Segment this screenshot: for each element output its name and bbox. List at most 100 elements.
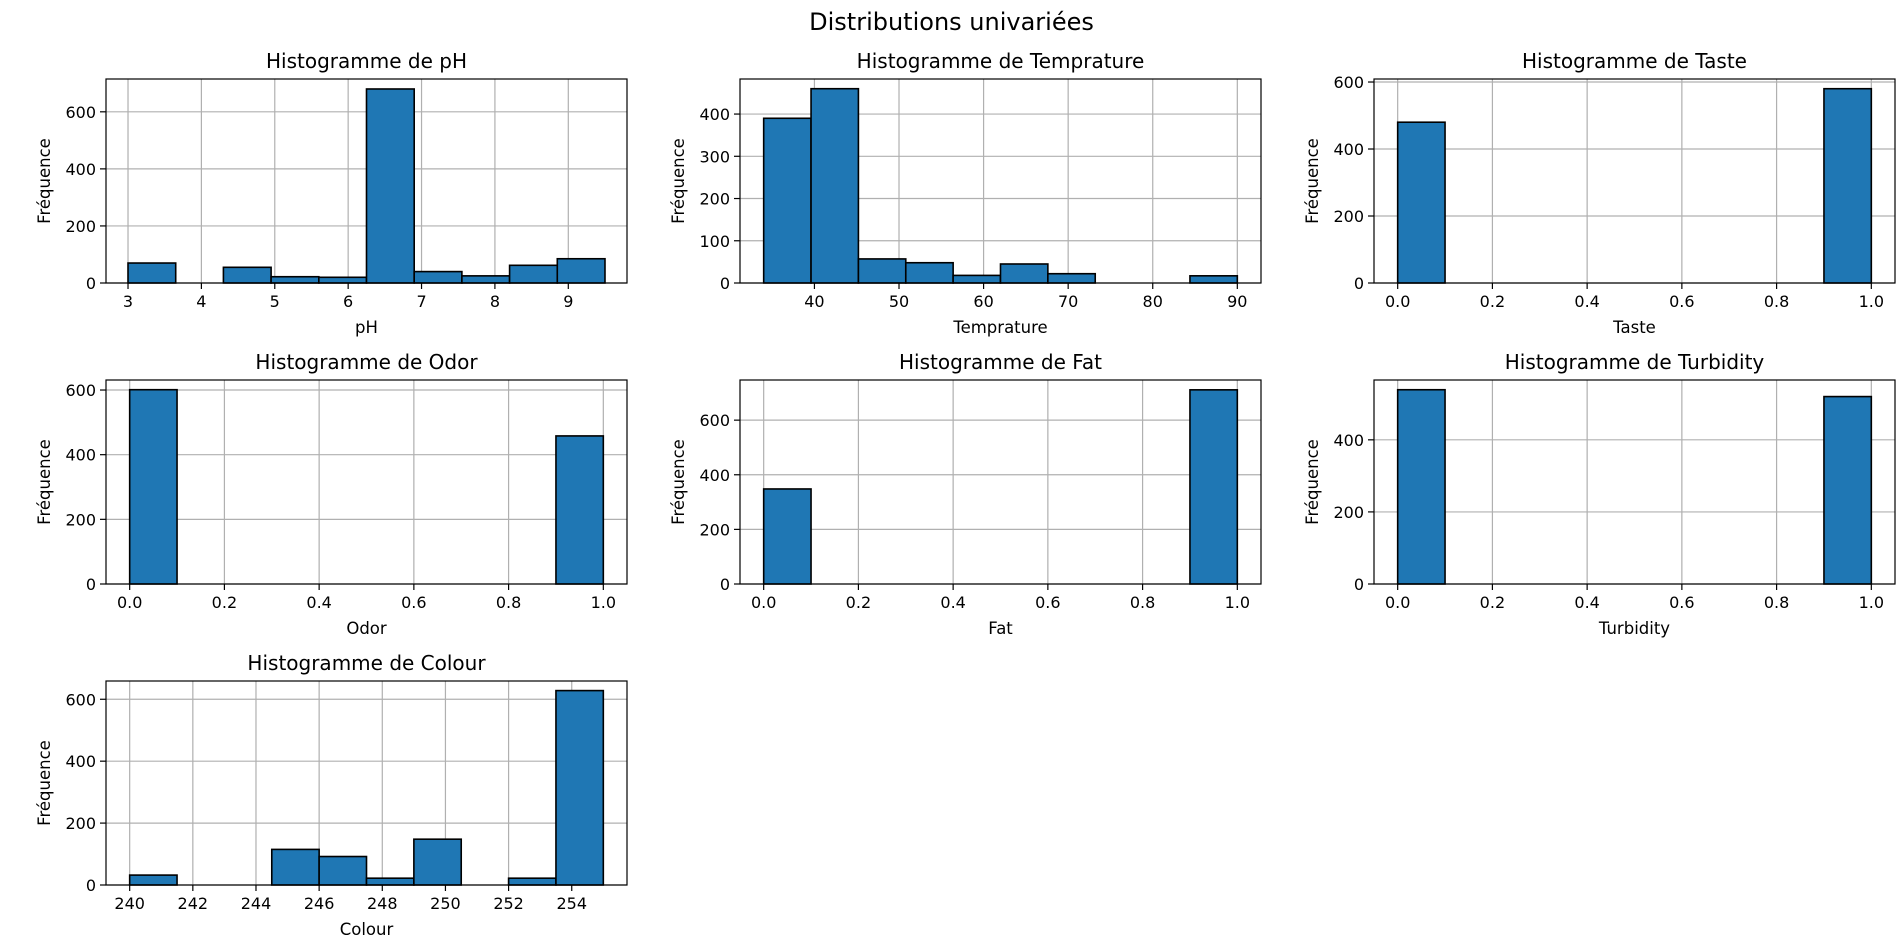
y-axis-label: Fréquence — [1303, 138, 1322, 224]
y-tick-label: 600 — [65, 690, 96, 709]
plot-frame — [105, 680, 628, 886]
x-tick-label: 0.8 — [1130, 593, 1155, 612]
x-tick-label: 1.0 — [1859, 593, 1884, 612]
histogram-bar — [1396, 388, 1446, 585]
histogram-bar — [508, 264, 559, 284]
histogram-title: Histogramme de Turbidity — [1505, 350, 1765, 374]
histogram-bar — [461, 275, 511, 284]
y-axis-label: Fréquence — [1303, 439, 1322, 525]
histogram-title: Histogramme de Colour — [247, 651, 486, 675]
y-tick-label: 0 — [720, 575, 730, 594]
histogram-bar — [1189, 389, 1239, 585]
histogram-bar — [999, 263, 1049, 284]
x-tick-label: 1.0 — [1859, 292, 1884, 311]
x-tick-label: 0.2 — [212, 593, 237, 612]
x-tick-label: 5 — [270, 292, 280, 311]
x-tick-label: 240 — [114, 894, 145, 913]
histogram-bar — [556, 257, 606, 284]
x-tick-label: 0.2 — [846, 593, 871, 612]
histogram-colour: 240 242 244 246 248 250 252 254 0 200 400 600 Histog… — [35, 651, 628, 939]
y-tick-label: 400 — [65, 446, 96, 465]
histogram-bar — [555, 435, 605, 585]
x-tick-label: 0.0 — [751, 593, 776, 612]
x-tick-label: 0.0 — [1385, 593, 1410, 612]
x-tick-label: 8 — [490, 292, 500, 311]
x-axis-label: Temprature — [952, 318, 1047, 337]
histogram-bar — [904, 261, 954, 284]
x-tick-label: 60 — [973, 292, 993, 311]
x-tick-label: 0.4 — [1574, 593, 1599, 612]
histogram-bar — [365, 88, 415, 284]
y-tick-label: 0 — [86, 274, 96, 293]
histogram-bar — [1823, 87, 1873, 284]
histogram-bar — [1047, 272, 1097, 284]
y-tick-label: 600 — [65, 381, 96, 400]
y-tick-label: 0 — [86, 876, 96, 895]
histogram-bar — [507, 877, 557, 886]
histogram-turbidity: 0.0 0.2 0.4 0.6 0.8 1.0 0 200 400 Histogramme de … — [1303, 350, 1896, 638]
y-axis-label: Fréquence — [669, 138, 688, 224]
x-tick-label: 242 — [178, 894, 209, 913]
x-tick-label: 40 — [804, 292, 824, 311]
histogram-bar — [128, 388, 178, 585]
x-tick-label: 244 — [241, 894, 272, 913]
x-tick-label: 0.6 — [1669, 593, 1694, 612]
y-tick-label: 0 — [1354, 274, 1364, 293]
x-tick-label: 248 — [367, 894, 398, 913]
y-axis-label: Fréquence — [669, 439, 688, 525]
histogram-bar — [762, 117, 812, 284]
x-tick-label: 0.4 — [306, 593, 331, 612]
x-tick-label: 0.6 — [1035, 593, 1060, 612]
histogram-bar — [555, 689, 605, 886]
y-tick-label: 0 — [1354, 575, 1364, 594]
y-tick-label: 200 — [65, 510, 96, 529]
x-tick-label: 0.0 — [117, 593, 142, 612]
y-tick-label: 400 — [65, 752, 96, 771]
histogram-title: Histogramme de Fat — [899, 350, 1102, 374]
x-tick-label: 0.4 — [940, 593, 965, 612]
histogram-bar — [1396, 121, 1446, 284]
x-tick-label: 252 — [493, 894, 524, 913]
y-tick-label: 600 — [1333, 73, 1364, 92]
y-tick-label: 0 — [86, 575, 96, 594]
plot-frame — [105, 78, 628, 284]
x-tick-label: 0.4 — [1574, 292, 1599, 311]
histogram-bar — [318, 855, 368, 886]
x-tick-label: 3 — [123, 292, 133, 311]
y-axis-label: Fréquence — [35, 138, 54, 224]
histogram-bar — [127, 262, 177, 284]
x-tick-label: 246 — [304, 894, 335, 913]
histogram-temprature: 40 50 60 70 80 90 0 100 200 300 400 Histogramme de … — [669, 49, 1262, 337]
x-tick-label: 0.8 — [496, 593, 521, 612]
y-axis-label: Fréquence — [35, 740, 54, 826]
x-tick-label: 0.8 — [1764, 593, 1789, 612]
x-tick-label: 0.8 — [1764, 292, 1789, 311]
x-axis-label: Taste — [1612, 318, 1656, 337]
y-tick-label: 400 — [1333, 431, 1364, 450]
y-axis-label: Fréquence — [35, 439, 54, 525]
y-tick-label: 400 — [1333, 140, 1364, 159]
x-tick-label: 254 — [556, 894, 587, 913]
x-tick-label: 1.0 — [1225, 593, 1250, 612]
x-tick-label: 50 — [889, 292, 909, 311]
x-axis-label: pH — [355, 318, 378, 337]
x-axis-label: Fat — [988, 619, 1013, 638]
histogram-title: Histogramme de pH — [266, 49, 467, 73]
y-tick-label: 400 — [699, 466, 730, 485]
y-tick-label: 200 — [699, 190, 730, 209]
plot-frame — [1373, 78, 1896, 284]
histogram-bar — [857, 258, 907, 284]
histogram-bar — [952, 274, 1002, 284]
histogram-fat: 0.0 0.2 0.4 0.6 0.8 1.0 0 200 400 600 Histogramme … — [669, 350, 1262, 638]
histogram-bar — [222, 266, 272, 284]
y-tick-label: 200 — [699, 520, 730, 539]
histogram-taste: 0.0 0.2 0.4 0.6 0.8 1.0 0 200 400 600 Histogramme … — [1303, 49, 1896, 337]
histogram-bar — [318, 276, 368, 284]
x-tick-label: 1.0 — [591, 593, 616, 612]
x-tick-label: 0.0 — [1385, 292, 1410, 311]
x-tick-label: 9 — [563, 292, 573, 311]
x-tick-label: 0.6 — [401, 593, 426, 612]
y-tick-label: 400 — [699, 105, 730, 124]
x-tick-label: 80 — [1143, 292, 1163, 311]
x-tick-label: 6 — [343, 292, 353, 311]
